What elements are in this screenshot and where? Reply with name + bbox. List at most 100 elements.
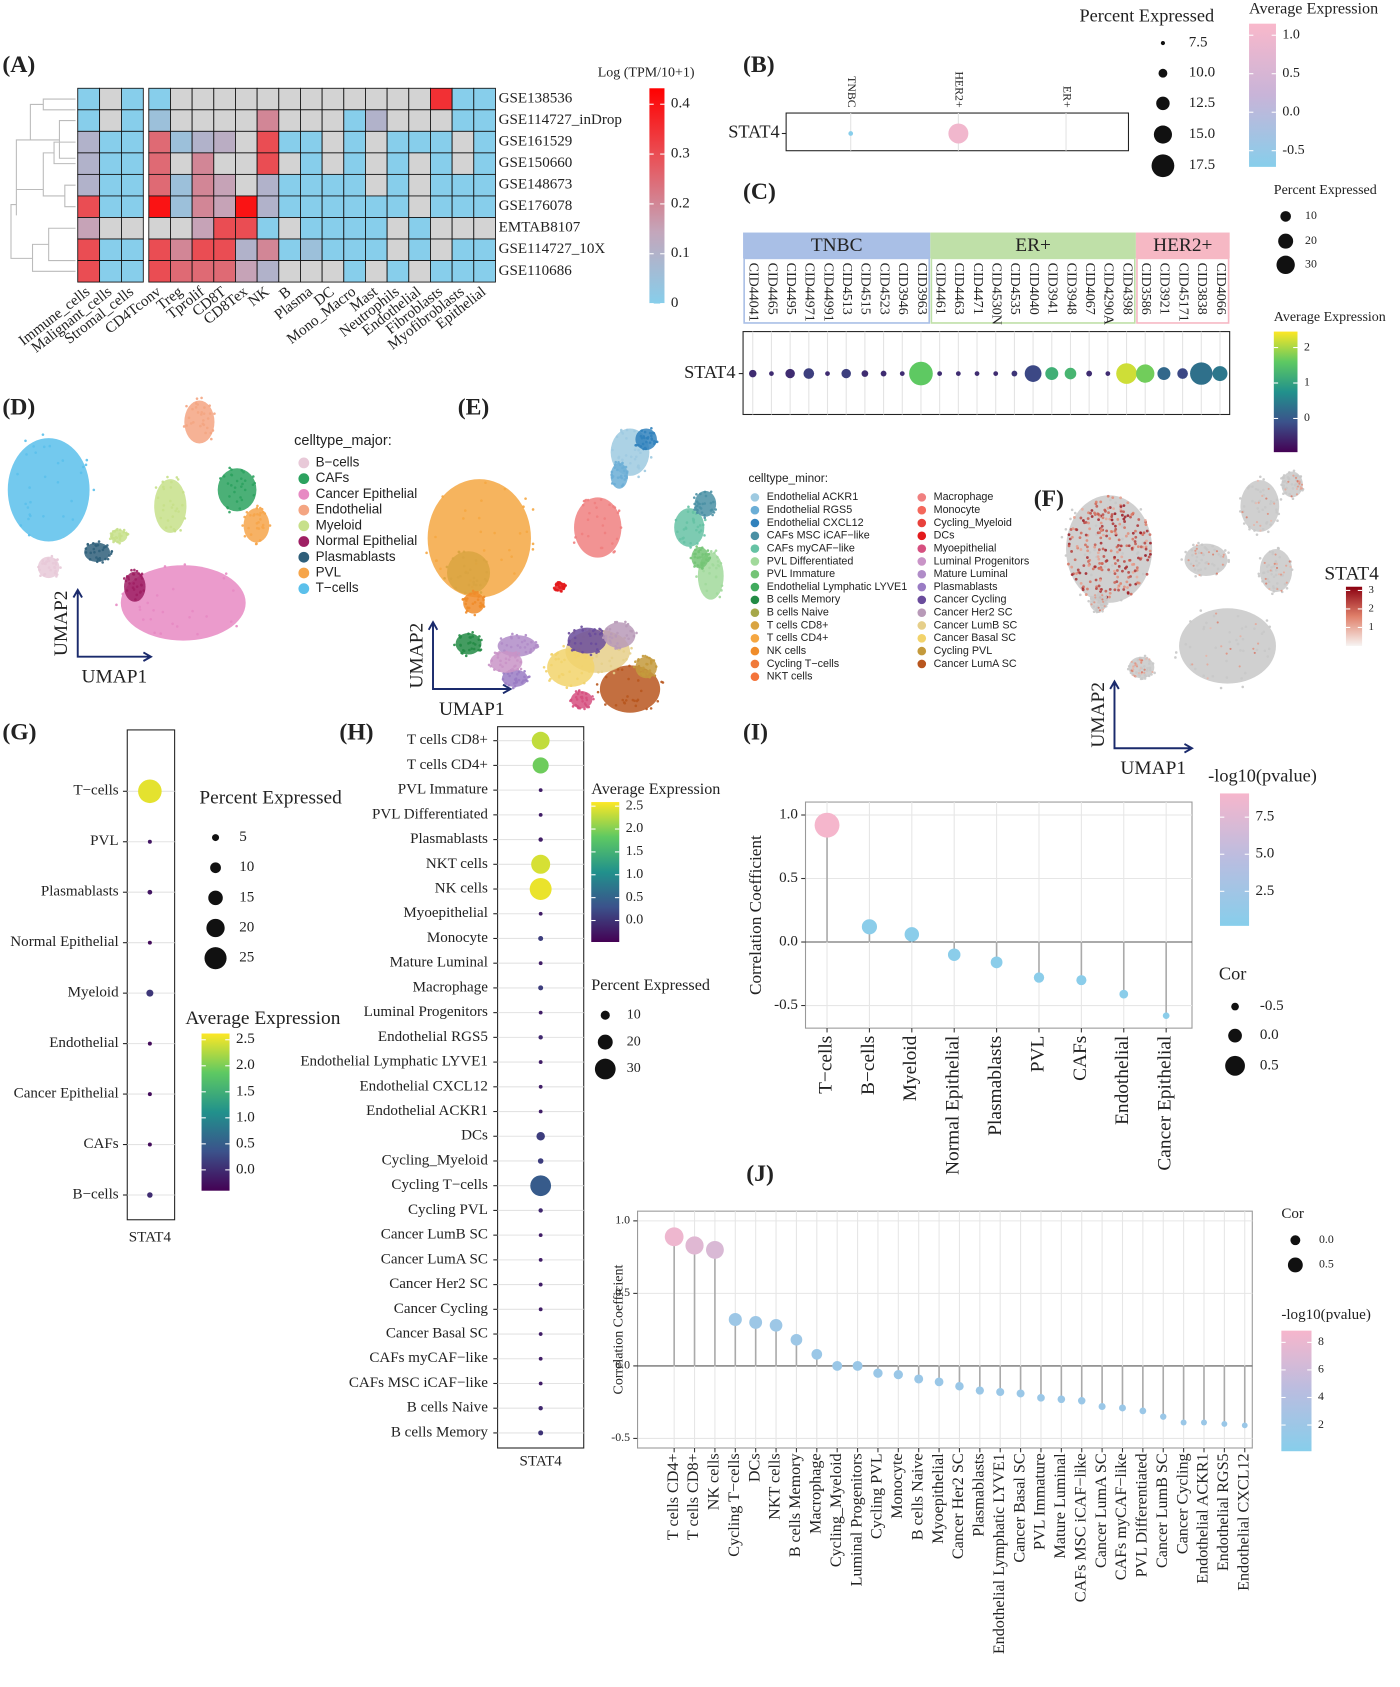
expression-point [1259, 529, 1262, 532]
cell-point [196, 411, 200, 414]
category-label: CID45171 [1175, 263, 1190, 322]
cell-point [163, 565, 167, 568]
cell-point [252, 494, 256, 497]
cell-point [177, 510, 180, 513]
colorbar [1249, 23, 1276, 167]
cell-point [1135, 671, 1138, 674]
cell-point [166, 475, 169, 479]
heatmap-cell [235, 195, 258, 218]
dot [1157, 367, 1171, 381]
dot [538, 1430, 544, 1436]
heatmap-cell [408, 130, 431, 154]
expression-point [1265, 582, 1268, 585]
heatmap-cell [408, 87, 431, 111]
expression-point [1259, 524, 1262, 527]
cell-point [1257, 510, 1261, 514]
cell-point [712, 511, 716, 514]
heatmap-cell [148, 260, 171, 283]
cell-point [698, 531, 701, 534]
x-tick-label: PVL [1027, 1036, 1048, 1073]
expression-point [1220, 645, 1223, 648]
cell-point [1180, 558, 1183, 561]
cell-point [53, 566, 57, 570]
heatmap-cell [473, 238, 496, 261]
category-label: Cancer Basal SC [386, 1325, 488, 1341]
heatmap-cell [386, 87, 410, 111]
cell-point [634, 660, 637, 663]
cell-point [490, 659, 493, 662]
cell-point [698, 524, 702, 527]
heatmap-cell [451, 173, 475, 197]
cell-point [475, 583, 478, 587]
expression-point [1300, 483, 1304, 486]
size-legend-label: 10.0 [1189, 65, 1215, 81]
row-label: GSE114727_10X [499, 241, 606, 257]
cell-point [27, 517, 30, 521]
expression-point [1145, 572, 1149, 576]
cell-point [618, 463, 622, 467]
cell-point [477, 516, 481, 520]
y-tick-label: 0.0 [615, 1358, 630, 1372]
expression-point [1125, 580, 1129, 584]
dot [538, 788, 543, 793]
cell-point [162, 487, 166, 491]
cell-point [682, 541, 686, 544]
expression-point [1215, 612, 1218, 615]
cell-point [132, 582, 135, 585]
colorbar-tick-label: -0.5 [1282, 143, 1304, 158]
cluster [120, 565, 246, 641]
cell-point [573, 653, 576, 656]
cell-point [563, 658, 566, 662]
cell-point [616, 668, 620, 671]
cell-point [249, 513, 252, 517]
cell-point [187, 416, 191, 420]
expression-point [1093, 594, 1097, 597]
cell-point [1103, 565, 1107, 568]
cell-point [1281, 476, 1285, 479]
cell-point [179, 529, 182, 532]
expression-point [1296, 485, 1300, 488]
expression-point [1105, 534, 1108, 538]
cell-point [1090, 573, 1093, 577]
cell-point [484, 481, 487, 485]
category-label: Cancer Her2 SC [389, 1276, 488, 1292]
expression-point [1122, 504, 1126, 508]
expression-point [1257, 642, 1260, 645]
cell-point [611, 542, 614, 545]
cell-point [626, 622, 630, 626]
dot [1118, 1404, 1126, 1412]
cell-point [1295, 482, 1298, 486]
expression-point [1131, 511, 1135, 515]
category-label: T cells CD4+ [407, 757, 488, 773]
dot [861, 919, 878, 935]
cell-point [554, 653, 558, 656]
heatmap-cell [300, 217, 323, 240]
cell-point [645, 440, 648, 444]
cell-point [175, 476, 179, 479]
cell-point [480, 499, 483, 502]
cell-point [574, 656, 578, 659]
heatmap-cell [191, 195, 215, 218]
cell-point [702, 569, 705, 573]
expression-point [1120, 555, 1124, 559]
legend-swatch [917, 646, 927, 656]
cell-point [171, 587, 175, 591]
expression-point [1106, 494, 1110, 498]
cell-point [652, 439, 656, 443]
cell-point [466, 571, 470, 575]
cell-point [501, 665, 504, 668]
heatmap-cell [300, 87, 323, 111]
cell-point [1138, 669, 1142, 672]
heatmap-cell [430, 173, 453, 197]
cell-point [653, 442, 656, 446]
cell-point [441, 495, 444, 498]
cell-point [535, 646, 538, 649]
cell-point [567, 640, 571, 644]
cell-point [115, 528, 118, 532]
expression-point [1108, 595, 1111, 599]
dot [1024, 365, 1042, 382]
panel-label: (H) [339, 720, 373, 746]
expression-point [1101, 547, 1105, 551]
y-tick-label: 1.0 [779, 806, 798, 822]
cell-point [649, 662, 653, 665]
